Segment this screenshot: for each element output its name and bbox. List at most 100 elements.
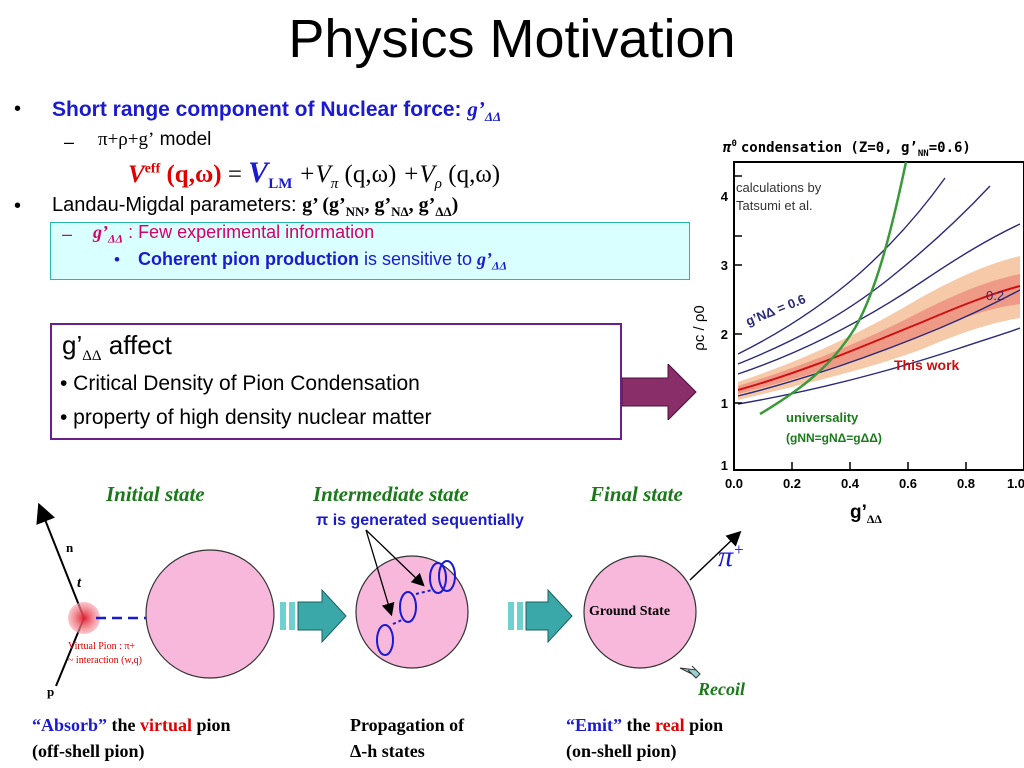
affect-item-1: • Critical Density of Pion Condensation	[60, 372, 420, 395]
dash: –	[64, 132, 75, 152]
sub-nn: NN	[345, 204, 365, 219]
formula-args: (q,ω)	[166, 161, 222, 188]
vertex-blob	[68, 602, 100, 634]
propagation-line-2: Δ-h states	[350, 741, 425, 761]
page-title: Physics Motivation	[288, 9, 736, 69]
affect-head: g’ΔΔ affect	[62, 330, 172, 365]
svg-text:0.8: 0.8	[957, 476, 975, 491]
formula-eff: eff	[144, 161, 161, 177]
sub-bullet-2: Coherent pion production is sensitive to…	[138, 249, 507, 274]
reaction-diagram	[36, 502, 742, 687]
affect-item-2: • property of high density nuclear matte…	[60, 406, 432, 429]
graph-title: π0 condensation (Z=0, g’NN=0.6)	[723, 139, 971, 159]
virtual-word: virtual	[140, 715, 193, 735]
caption-absorb: “Absorb” the virtual pion (off-shell pio…	[32, 712, 231, 764]
ticks	[734, 175, 967, 470]
g-sub: ΔΔ	[492, 258, 508, 273]
formula-v: V	[128, 161, 145, 188]
pion-emission-arrow	[689, 530, 742, 581]
pion-links	[392, 589, 433, 625]
dash: –	[62, 224, 73, 244]
affect-text: affect	[108, 330, 172, 360]
g-prime: g’	[93, 222, 108, 242]
svg-text:3: 3	[721, 258, 728, 273]
sep2: , g’	[408, 194, 436, 216]
virtual-pion-label-2: ~ interaction (w,q)	[68, 655, 142, 666]
bullet-dot: •	[14, 195, 22, 217]
recoil-label: Recoil	[698, 679, 745, 699]
sub-bullet-1: g’ΔΔ : Few experimental information	[93, 222, 374, 247]
nucleus-intermediate	[355, 555, 469, 669]
svg-text:0.2: 0.2	[783, 476, 801, 491]
svg-text:0.4: 0.4	[841, 476, 860, 491]
universality-line	[759, 161, 908, 416]
this-work-line	[737, 285, 1021, 391]
formula-args1: (q,ω)	[344, 161, 397, 188]
arrow-right-icon	[622, 364, 697, 420]
univ-label-1: universality	[786, 410, 859, 425]
propagation-line-1: Propagation of	[350, 715, 465, 735]
gna-label: g’NΔ = 0.6	[744, 291, 808, 329]
caption-the: the	[107, 715, 141, 735]
y-axis-label: ρc / ρ0	[691, 305, 708, 350]
svg-text:2: 2	[721, 327, 728, 342]
label-02: 0.2	[986, 288, 1004, 303]
recoil-arrow-icon	[679, 665, 701, 679]
svg-text:4: 4	[721, 189, 729, 204]
y-tick-labels: 1 1 2 3 4	[721, 189, 729, 473]
g-prime-sub: ΔΔ	[484, 109, 502, 125]
sep1: , g’	[364, 194, 392, 216]
sensitive-text: is sensitive to	[358, 249, 478, 269]
delta-hole-ellipses	[376, 560, 456, 656]
virtual-pion-label-1: Virtual Pion : π+	[68, 641, 136, 652]
few-info: : Few experimental information	[128, 222, 375, 242]
affect-box	[50, 323, 622, 440]
intermediate-state-label: Intermediate state	[313, 482, 469, 506]
real-word: real	[655, 715, 685, 735]
nucleus-initial	[145, 549, 275, 679]
nucleus-final	[583, 555, 697, 669]
svg-text:1: 1	[721, 396, 728, 411]
sub-dd: ΔΔ	[435, 204, 452, 219]
block-arrow-2	[508, 588, 573, 644]
sub-nd: NΔ	[391, 204, 409, 219]
model-line: π+ρ+g’ model	[98, 129, 211, 151]
formula: Veff (q,ω) = VLM +Vπ (q,ω) +Vρ (q,ω)	[128, 156, 500, 193]
highlight-box	[50, 222, 690, 280]
emit-word: “Emit”	[566, 715, 622, 735]
x-tick-labels: 0.0 0.2 0.4 0.6 0.8 1.0	[725, 476, 1024, 491]
g-prime: g’	[467, 97, 485, 121]
formula-plus2: +V	[402, 161, 435, 188]
caption-onshell: (on-shell pion)	[566, 741, 677, 761]
formula-eq: =	[227, 161, 242, 188]
ground-state-label: Ground State	[589, 604, 671, 619]
label-n: n	[66, 540, 74, 555]
condensation-graph: π0 condensation (Z=0, g’NN=0.6) 1 1 2 3 4…	[691, 139, 1024, 491]
caption-offshell: (off-shell pion)	[32, 741, 145, 761]
label-p: p	[47, 684, 55, 699]
g-prime: g’	[477, 249, 493, 269]
formula-rho: ρ	[434, 176, 442, 192]
g-sub: ΔΔ	[108, 231, 124, 246]
bullet-2: Landau-Migdal parameters: g’ (g’NN, g’NΔ…	[52, 194, 458, 220]
formula-args2: (q,ω)	[448, 161, 501, 188]
label-t: t	[77, 575, 82, 591]
final-state-label: Final state	[590, 482, 683, 506]
svg-text:1.0: 1.0	[1007, 476, 1024, 491]
x-axis-sub: ΔΔ	[866, 511, 882, 526]
formula-pi: π	[330, 176, 339, 192]
pi-sup: +	[733, 540, 745, 559]
bullet-1: Short range component of Nuclear force: …	[52, 97, 501, 125]
x-axis-g: g’	[850, 502, 867, 523]
absorb-word: “Absorb”	[32, 715, 108, 735]
initial-state-label: Initial state	[106, 482, 205, 506]
generated-label: π is generated sequentially	[316, 512, 524, 529]
svg-text:0.0: 0.0	[725, 476, 743, 491]
coherent-pion: Coherent pion production	[138, 249, 359, 269]
g-open: g’ (g’	[302, 194, 346, 216]
formula-vlm: V	[248, 156, 269, 189]
close: )	[451, 194, 459, 216]
affect-g: g’	[62, 330, 83, 360]
bullet-1-label: Short range component of Nuclear force:	[52, 98, 462, 121]
caption-propagation: Propagation of Δ-h states	[350, 712, 464, 764]
